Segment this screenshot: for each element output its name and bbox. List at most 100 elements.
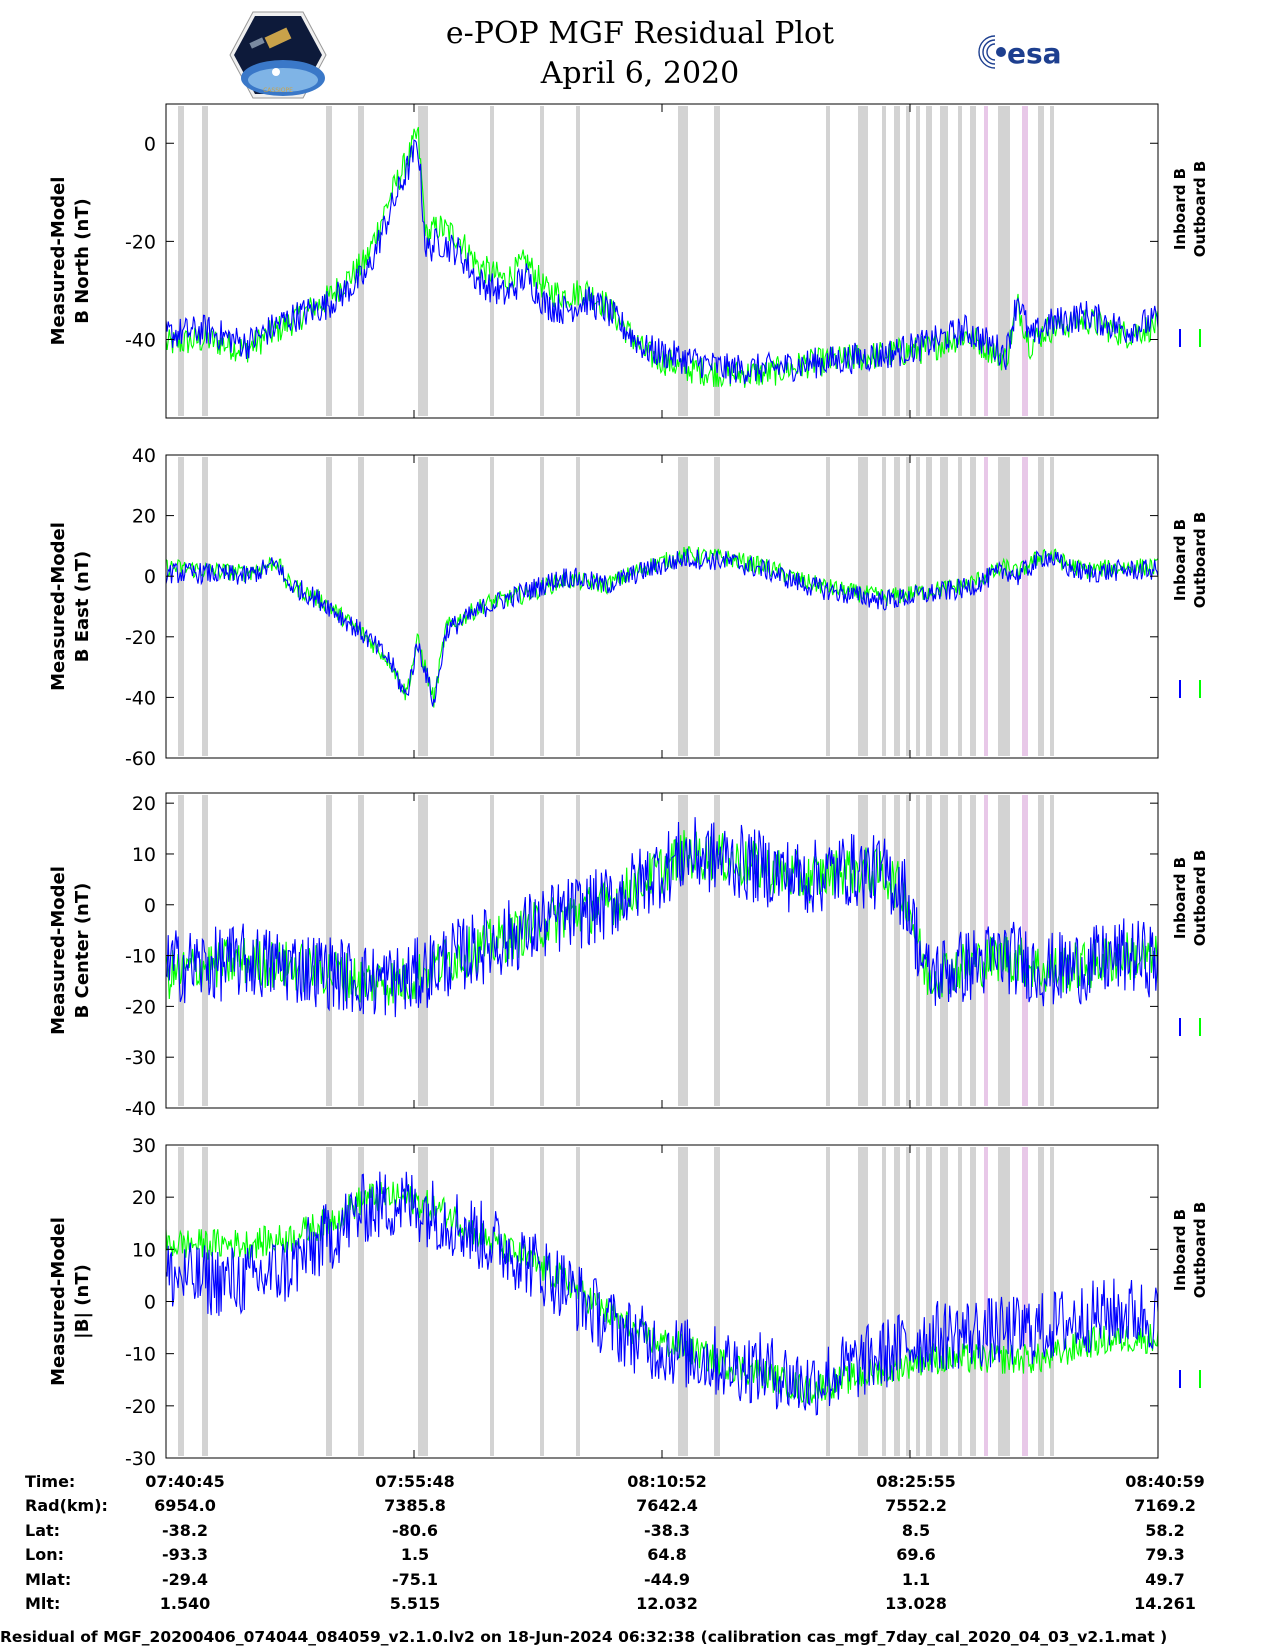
- y-tick-label: 40: [132, 445, 156, 467]
- y-tick-label: 20: [132, 793, 156, 815]
- gap-band: [202, 106, 208, 416]
- y-tick-label: 20: [132, 1187, 156, 1209]
- gap-band: [714, 106, 720, 416]
- y-tick-label: -10: [125, 1344, 156, 1366]
- gap-band: [540, 457, 544, 756]
- chart-north: 0 -20 -40 Measured-Model B North (nT) Inboard…: [48, 103, 1209, 419]
- gap-band: [894, 795, 900, 1106]
- gap-band: [882, 106, 886, 416]
- gap-band: [418, 457, 428, 756]
- svg-text:CASSIOPE: CASSIOPE: [263, 87, 293, 94]
- y-tick-label: -40: [125, 687, 156, 709]
- gap-band: [882, 795, 886, 1106]
- gap-band: [1038, 795, 1044, 1106]
- gap-band: [958, 457, 962, 756]
- gap-band: [358, 1147, 364, 1456]
- y-axis-label: B East (nT): [72, 551, 93, 663]
- gap-band: [858, 1147, 868, 1456]
- series-outboard-b: [166, 126, 1158, 388]
- gap-band: [906, 457, 910, 756]
- y-axis-label: Measured-Model: [48, 866, 69, 1035]
- y-tick-label: 0: [144, 1292, 156, 1314]
- gap-band: [326, 106, 332, 416]
- legend-label: Inboard B: [1171, 857, 1189, 939]
- y-tick-label: -10: [125, 946, 156, 968]
- gap-band: [1022, 1147, 1028, 1456]
- gap-band: [1050, 1147, 1054, 1456]
- gap-band: [970, 106, 976, 416]
- legend-label: Outboard B: [1191, 1202, 1209, 1299]
- gap-band: [894, 1147, 900, 1456]
- y-tick-label: -40: [125, 330, 156, 352]
- gap-band: [926, 1147, 932, 1456]
- gap-band: [576, 106, 580, 416]
- gap-band: [326, 457, 332, 756]
- gap-band: [958, 1147, 962, 1456]
- gap-band: [998, 457, 1010, 756]
- gap-band: [940, 457, 948, 756]
- y-axis-label: B North (nT): [72, 198, 93, 324]
- gap-band: [490, 1147, 494, 1456]
- gap-band: [970, 1147, 976, 1456]
- y-tick-label: -40: [125, 1098, 156, 1120]
- gap-band: [178, 795, 184, 1106]
- gap-band: [916, 1147, 920, 1456]
- gap-band: [858, 795, 868, 1106]
- gap-band: [882, 457, 886, 756]
- chart-magnitude: 30 20 10 0 -10 -20 -30 Measured-Model |B| (nT) In…: [48, 1135, 1209, 1470]
- series-outboard-b: [166, 830, 1158, 1006]
- y-tick-label: 20: [132, 506, 156, 528]
- chart-east: 40 20 0 -20 -40 -60 Measured-Model B East (nT) I…: [48, 445, 1209, 770]
- series-inboard-b: [166, 139, 1158, 385]
- gap-band: [678, 795, 688, 1106]
- y-tick-label: -20: [125, 231, 156, 253]
- gap-band: [202, 457, 208, 756]
- gap-band: [678, 457, 688, 756]
- gap-band: [178, 106, 184, 416]
- y-axis-label: |B| (nT): [72, 1264, 93, 1339]
- y-axis-label: Measured-Model: [48, 1217, 69, 1386]
- gap-band: [826, 457, 830, 756]
- y-axis-label: Measured-Model: [48, 522, 69, 691]
- gap-band: [1022, 106, 1028, 416]
- gap-band: [894, 106, 900, 416]
- legend-label: Outboard B: [1191, 512, 1209, 609]
- gap-band: [958, 795, 962, 1106]
- gap-band: [906, 106, 910, 416]
- gap-band: [358, 457, 364, 756]
- footer-caption: Residual of MGF_20200406_074044_084059_v…: [0, 1628, 1168, 1646]
- series-outboard-b: [166, 546, 1158, 708]
- esa-logo: esa: [978, 34, 1062, 70]
- gap-band: [940, 1147, 948, 1456]
- gap-band: [418, 795, 428, 1106]
- gap-band: [178, 1147, 184, 1456]
- gap-band: [540, 795, 544, 1106]
- gap-band: [926, 457, 932, 756]
- gap-band: [326, 795, 332, 1106]
- legend-label: Outboard B: [1191, 850, 1209, 947]
- gap-band: [998, 106, 1010, 416]
- gap-band: [490, 106, 494, 416]
- gap-band: [998, 1147, 1010, 1456]
- gap-band: [858, 457, 868, 756]
- gap-band: [1050, 106, 1054, 416]
- gap-band: [940, 106, 948, 416]
- gap-band: [678, 106, 688, 416]
- y-tick-label: 30: [132, 1135, 156, 1157]
- gap-band: [576, 795, 580, 1106]
- gap-band: [418, 1147, 428, 1456]
- title-line-1: e-POP MGF Residual Plot: [445, 16, 835, 51]
- gap-band: [326, 1147, 332, 1456]
- gap-band: [1050, 457, 1054, 756]
- y-axis-label: B Center (nT): [72, 883, 93, 1019]
- gap-band: [576, 457, 580, 756]
- gap-band: [714, 457, 720, 756]
- gap-band: [714, 1147, 720, 1456]
- plot-title: e-POP MGF Residual Plot April 6, 2020: [380, 14, 900, 94]
- legend-label: Inboard B: [1171, 1209, 1189, 1291]
- gap-band: [926, 106, 932, 416]
- y-tick-label: -20: [125, 1396, 156, 1418]
- gap-band: [1022, 457, 1028, 756]
- series-inboard-b: [166, 1171, 1158, 1416]
- gap-band: [916, 457, 920, 756]
